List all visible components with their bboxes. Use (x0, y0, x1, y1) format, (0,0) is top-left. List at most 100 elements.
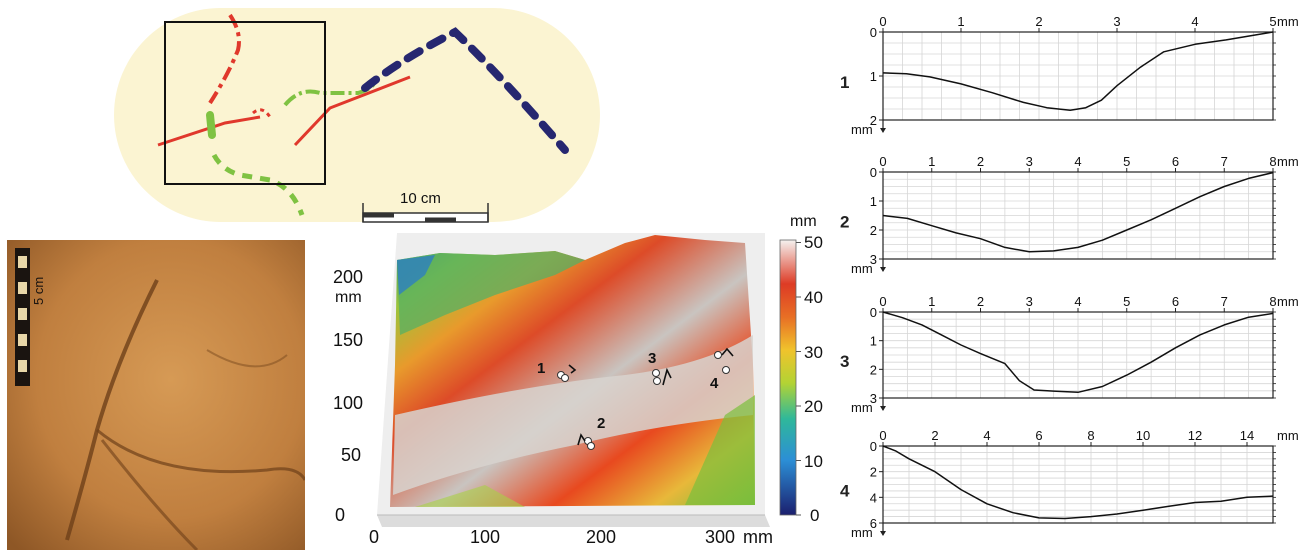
marker-2-arrow (577, 433, 586, 446)
profile-4-y-tick-label: 2 (870, 465, 877, 480)
profile-3-y-arrow-head (880, 406, 886, 411)
surface-x-tick-200: 200 (586, 527, 617, 547)
profile-3-x-tick-label: 8 (1269, 294, 1276, 309)
profile-1-x-tick-label: 4 (1191, 14, 1198, 29)
profile-2-y-tick-label: 0 (870, 165, 877, 180)
profile-4-x-tick-label: 2 (931, 428, 938, 443)
profile-1-x-tick-label: 1 (957, 14, 964, 29)
colorbar (779, 239, 797, 516)
surface-y-tick-200: 200 (333, 267, 364, 287)
profile-2-x-tick-label: 3 (1026, 154, 1033, 169)
navy-trackway (361, 27, 569, 154)
profile-1-y-tick-label: 2 (870, 113, 877, 128)
profile-1-panel-label: 1 (840, 73, 849, 92)
colorbar-tick-0: 0 (810, 506, 820, 525)
surface-y-tick-0: 0 (335, 505, 346, 525)
detail-frame (164, 21, 326, 185)
track-map: 10 cm (110, 5, 605, 230)
profile-4-x-tick-label: 14 (1240, 428, 1254, 443)
marker-4-arrow (721, 347, 734, 357)
profile-3-panel-label: 3 (840, 352, 849, 371)
profile-1-curve (882, 31, 1274, 112)
profile-4-x-tick-label: 10 (1136, 428, 1150, 443)
profile-3-x-tick-label: 4 (1074, 294, 1081, 309)
surface-x-tick-100: 100 (470, 527, 501, 547)
digit-impression-line (100, 439, 199, 550)
footprint-photo-svg (7, 240, 305, 550)
profile-4-x-tick-label: 8 (1087, 428, 1094, 443)
profile-1-x-unit: mm (1277, 14, 1299, 29)
green-trace-upper (283, 82, 376, 107)
profile-2-curve (882, 171, 1274, 253)
colorbar-tick-20: 20 (804, 397, 823, 416)
profile-4-y-tick-label: 6 (870, 516, 877, 531)
map-scale-bar (362, 203, 489, 223)
profile-3-x-tick-label: 0 (879, 294, 886, 309)
profile-3-x-tick-label: 1 (928, 294, 935, 309)
colorbar-tick-40: 40 (804, 288, 823, 307)
colorbar-ticks (796, 242, 801, 516)
profile-2-x-tick-label: 1 (928, 154, 935, 169)
marker-label-4: 4 (710, 375, 719, 392)
colorbar-unit: mm (790, 213, 817, 230)
track-map-svg (114, 8, 600, 223)
green-trace-lower (211, 153, 305, 216)
profile-4-y-arrow-head (880, 531, 886, 536)
colorbar-tick-50: 50 (804, 233, 823, 252)
profile-3-y-tick-label: 3 (870, 391, 877, 406)
profile-1-x-tick-label: 2 (1035, 14, 1042, 29)
surface-x-tick-0: 0 (369, 527, 380, 547)
profile-3-y-unit: mm (851, 400, 873, 415)
profile-4-curve (882, 445, 1274, 520)
profile-3-curve (882, 311, 1274, 394)
toe-impression-line (65, 279, 159, 541)
profile-3-y-tick-label: 0 (870, 305, 877, 320)
profile-2-x-tick-label: 2 (977, 154, 984, 169)
profile-3-x-tick-label: 6 (1172, 294, 1179, 309)
profile-3-y-tick-label: 2 (870, 362, 877, 377)
marker-label-2: 2 (597, 415, 606, 432)
profile-2-panel-label: 2 (840, 213, 849, 232)
profile-1-y-arrow-head (880, 128, 886, 133)
trace-groove (393, 335, 753, 495)
red-trace-right (293, 75, 411, 147)
colorbar-tick-10: 10 (804, 452, 823, 471)
marker-label-3: 3 (648, 350, 657, 367)
profile-charts: 0 1 2 3 4 5 mm 0 1 2 mm 1 0 1 2 3 4 5 6 7 8 mm 0 1 2 3 mm 2 0 1 2 3 4 5 6 7… (830, 0, 1301, 551)
profile-2-y-unit: mm (851, 261, 873, 276)
map-scale-label: 10 cm (400, 190, 441, 207)
profile-4-x-tick-label: 4 (983, 428, 990, 443)
photo-scale-ruler (15, 248, 30, 386)
photo-scale-label: 5 cm (31, 276, 46, 305)
profile-4-x-tick-label: 6 (1035, 428, 1042, 443)
profile-4-x-unit: mm (1277, 428, 1299, 443)
marker-1-arrow (568, 364, 577, 374)
profile-2-y-tick-label: 2 (870, 223, 877, 238)
profile-3-y-tick-label: 1 (870, 334, 877, 349)
heel-impression-line (96, 428, 305, 481)
marker-3-arrow (662, 367, 672, 386)
marker-label-1: 1 (537, 360, 546, 377)
profile-1-y-tick-label: 1 (870, 69, 877, 84)
red-trace-mid (252, 108, 272, 118)
profile-2-y-tick-label: 1 (870, 194, 877, 209)
profile-4-x-tick-label: 12 (1188, 428, 1202, 443)
surface-x-unit: mm (743, 527, 773, 547)
profile-2-y-arrow-head (880, 267, 886, 272)
profile-2-x-tick-label: 8 (1269, 154, 1276, 169)
profile-3-x-tick-label: 3 (1026, 294, 1033, 309)
red-trace-left (157, 115, 261, 147)
profile-1-y-unit: mm (851, 122, 873, 137)
profile-4-x-tick-label: 0 (879, 428, 886, 443)
profile-2-x-unit: mm (1277, 154, 1299, 169)
profile-4-y-unit: mm (851, 525, 873, 540)
surface-scan-panel: 200 mm 150 100 50 0 0 100 200 300 mm mm … (325, 213, 830, 551)
surface-y-tick-100: 100 (333, 393, 364, 413)
profile-3-x-tick-label: 7 (1221, 294, 1228, 309)
profile-2-x-tick-label: 5 (1123, 154, 1130, 169)
scan-box-floor (377, 515, 770, 527)
slab-outline (114, 8, 600, 222)
profile-2-x-tick-label: 7 (1221, 154, 1228, 169)
profile-4-y-tick-label: 4 (870, 490, 877, 505)
